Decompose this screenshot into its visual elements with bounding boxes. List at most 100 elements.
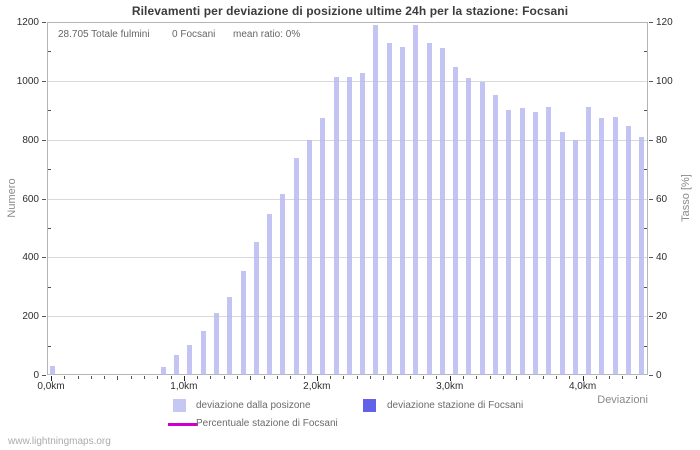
x-axis-minor-tick	[383, 376, 385, 380]
x-axis-minor-tick	[609, 376, 611, 379]
x-axis-tick-label: 1,0km	[170, 381, 198, 392]
deviation-bar	[160, 366, 166, 375]
deviation-bar	[373, 24, 379, 375]
x-axis-major-tick	[51, 376, 52, 381]
deviation-bar	[346, 77, 352, 375]
y-axis-major-tick-left	[42, 80, 46, 82]
y-axis-tick-label-right: 20	[656, 311, 668, 323]
x-axis-tick-label: 3,0km	[436, 381, 464, 392]
x-axis-minor-tick	[476, 376, 478, 379]
x-axis-minor-tick	[263, 376, 265, 379]
y-axis-major-tick-right	[649, 139, 653, 141]
deviation-bar	[612, 116, 618, 375]
deviation-bar	[213, 312, 219, 375]
x-axis-minor-tick	[223, 376, 225, 379]
x-axis-minor-tick	[343, 376, 345, 379]
x-axis-tick-label: 0,0km	[37, 381, 65, 392]
deviation-bar	[227, 296, 233, 375]
y-axis-minor-tick-left	[48, 110, 51, 112]
x-axis-minor-tick	[290, 376, 292, 379]
deviation-bar	[479, 81, 485, 375]
x-axis-minor-tick	[635, 376, 637, 379]
deviation-bar	[333, 76, 339, 375]
deviation-bar	[532, 111, 538, 375]
deviation-bar	[174, 354, 180, 375]
x-axis-major-tick	[449, 376, 451, 381]
deviation-bar	[625, 126, 631, 375]
x-axis-label: Deviazioni	[597, 394, 648, 406]
y-axis-minor-tick-left	[48, 51, 51, 53]
x-axis-minor-tick	[130, 376, 132, 379]
deviation-bar	[386, 42, 392, 375]
x-axis-minor-tick	[276, 376, 278, 379]
x-axis-minor-tick	[502, 376, 504, 379]
legend-label-deviation-position: deviazione dalla posizone	[196, 400, 311, 411]
deviation-bar	[200, 330, 206, 375]
x-axis-minor-tick	[436, 376, 438, 379]
y-axis-minor-tick-right	[644, 345, 647, 347]
y-axis-minor-tick-right	[644, 51, 647, 53]
legend-label-percent-station: Percentuale stazione di Focsani	[196, 418, 338, 429]
y-axis-major-tick-right	[649, 198, 653, 200]
deviation-bar	[320, 118, 326, 375]
deviation-bar	[267, 214, 273, 375]
x-axis-minor-tick	[516, 376, 518, 380]
y-axis-minor-tick-left	[48, 286, 51, 288]
y-axis-tick-label-left: 1200	[16, 17, 39, 28]
stat-station-count: 0 Focsani	[172, 29, 216, 40]
deviation-bar	[240, 270, 246, 375]
x-axis-minor-tick	[170, 376, 172, 379]
x-axis-major-tick	[582, 376, 584, 381]
legend-swatch-percent-line	[168, 423, 198, 426]
page-title: Rilevamenti per deviazione di posizione …	[131, 4, 569, 18]
deviation-bar	[466, 78, 472, 375]
y-axis-tick-label-left: 800	[22, 134, 39, 146]
x-axis-tick-label: 2,0km	[303, 381, 331, 392]
deviation-bar	[307, 139, 312, 375]
stat-total-fulmini: 28.705 Totale fulmini	[58, 29, 150, 40]
deviation-bar	[439, 48, 445, 375]
y-axis-tick-label-left: 1000	[16, 75, 39, 87]
x-axis-minor-tick	[64, 376, 66, 379]
y-axis-major-tick-left	[42, 316, 46, 318]
deviation-bar	[599, 118, 605, 375]
y-axis-tick-label-right: 0	[656, 370, 662, 381]
y-axis-tick-label-right: 120	[656, 17, 673, 28]
x-axis-minor-tick	[104, 376, 106, 379]
deviation-bar	[413, 24, 419, 375]
deviation-bar	[280, 193, 286, 375]
deviation-bar	[559, 131, 565, 375]
y-axis-tick-label-right: 100	[656, 75, 673, 87]
deviation-bar	[453, 66, 459, 375]
x-axis-minor-tick	[556, 376, 558, 379]
y-axis-minor-tick-left	[48, 169, 51, 171]
x-axis-minor-tick	[356, 376, 358, 379]
y-axis-minor-tick-right	[644, 169, 647, 171]
y-axis-tick-label-left: 0	[33, 370, 39, 381]
deviation-bar	[360, 73, 366, 375]
deviation-bar	[546, 106, 552, 375]
y-axis-tick-label-right: 40	[656, 252, 668, 264]
x-axis-minor-tick	[396, 376, 398, 379]
y-axis-minor-tick-left	[48, 345, 51, 347]
deviation-bar	[572, 139, 578, 375]
x-axis-minor-tick	[409, 376, 411, 379]
x-axis-major-tick	[316, 376, 318, 381]
y-axis-minor-tick-left	[48, 227, 51, 229]
y-axis-tick-label-left: 600	[22, 193, 39, 205]
y-axis-tick-label-right: 80	[656, 134, 668, 146]
deviation-bar	[293, 157, 299, 375]
x-axis-minor-tick	[197, 376, 199, 379]
y-axis-major-tick-right	[649, 375, 653, 376]
x-axis-minor-tick	[462, 376, 464, 379]
x-axis-minor-tick	[77, 376, 79, 379]
deviation-bar	[253, 241, 259, 375]
y-axis-major-tick-left	[42, 257, 46, 259]
y-axis-minor-tick-right	[644, 286, 647, 288]
x-axis-minor-tick	[423, 376, 425, 379]
x-axis-minor-tick	[569, 376, 571, 379]
x-axis-minor-tick	[250, 376, 252, 380]
x-axis-minor-tick	[369, 376, 371, 379]
deviation-bar	[519, 108, 525, 375]
